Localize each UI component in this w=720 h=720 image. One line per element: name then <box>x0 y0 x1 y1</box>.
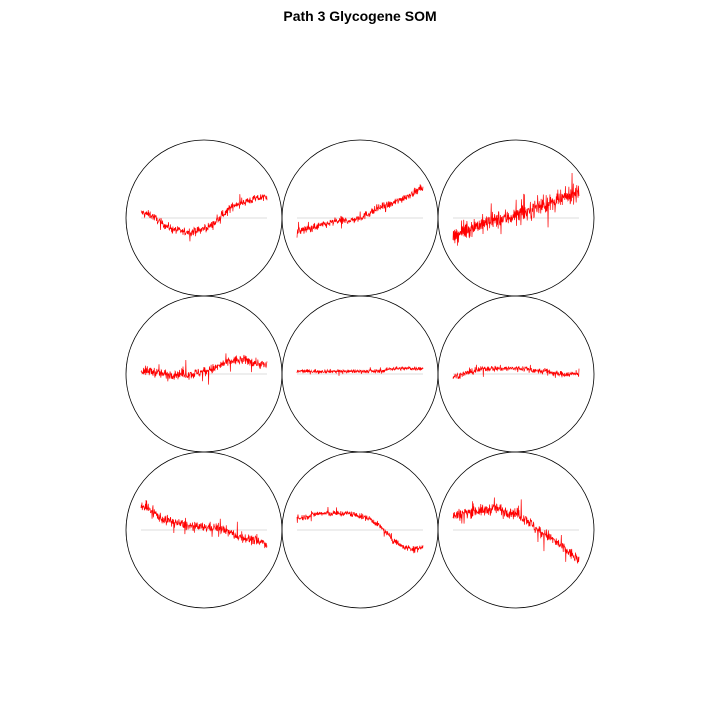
som-node-row1-col3 <box>437 139 595 297</box>
som-node-row2-col1 <box>125 295 283 453</box>
node-circle <box>437 451 595 609</box>
node-profile-line <box>452 497 580 564</box>
node-profile-line <box>296 184 424 238</box>
som-node-row2-col3 <box>437 295 595 453</box>
node-profile-line <box>452 364 580 380</box>
som-node-row2-col2 <box>281 295 439 453</box>
som-node-row3-col1 <box>125 451 283 609</box>
node-profile-line <box>140 194 268 242</box>
som-node-row3-col3 <box>437 451 595 609</box>
som-node-row3-col2 <box>281 451 439 609</box>
node-profile-line <box>296 506 424 554</box>
node-profile-line <box>140 500 268 549</box>
node-profile-line <box>296 365 424 376</box>
chart-title: Path 3 Glycogene SOM <box>283 8 437 24</box>
node-profile-line <box>140 353 268 385</box>
som-node-row1-col1 <box>125 139 283 297</box>
node-profile-line <box>452 172 580 246</box>
som-node-row1-col2 <box>281 139 439 297</box>
